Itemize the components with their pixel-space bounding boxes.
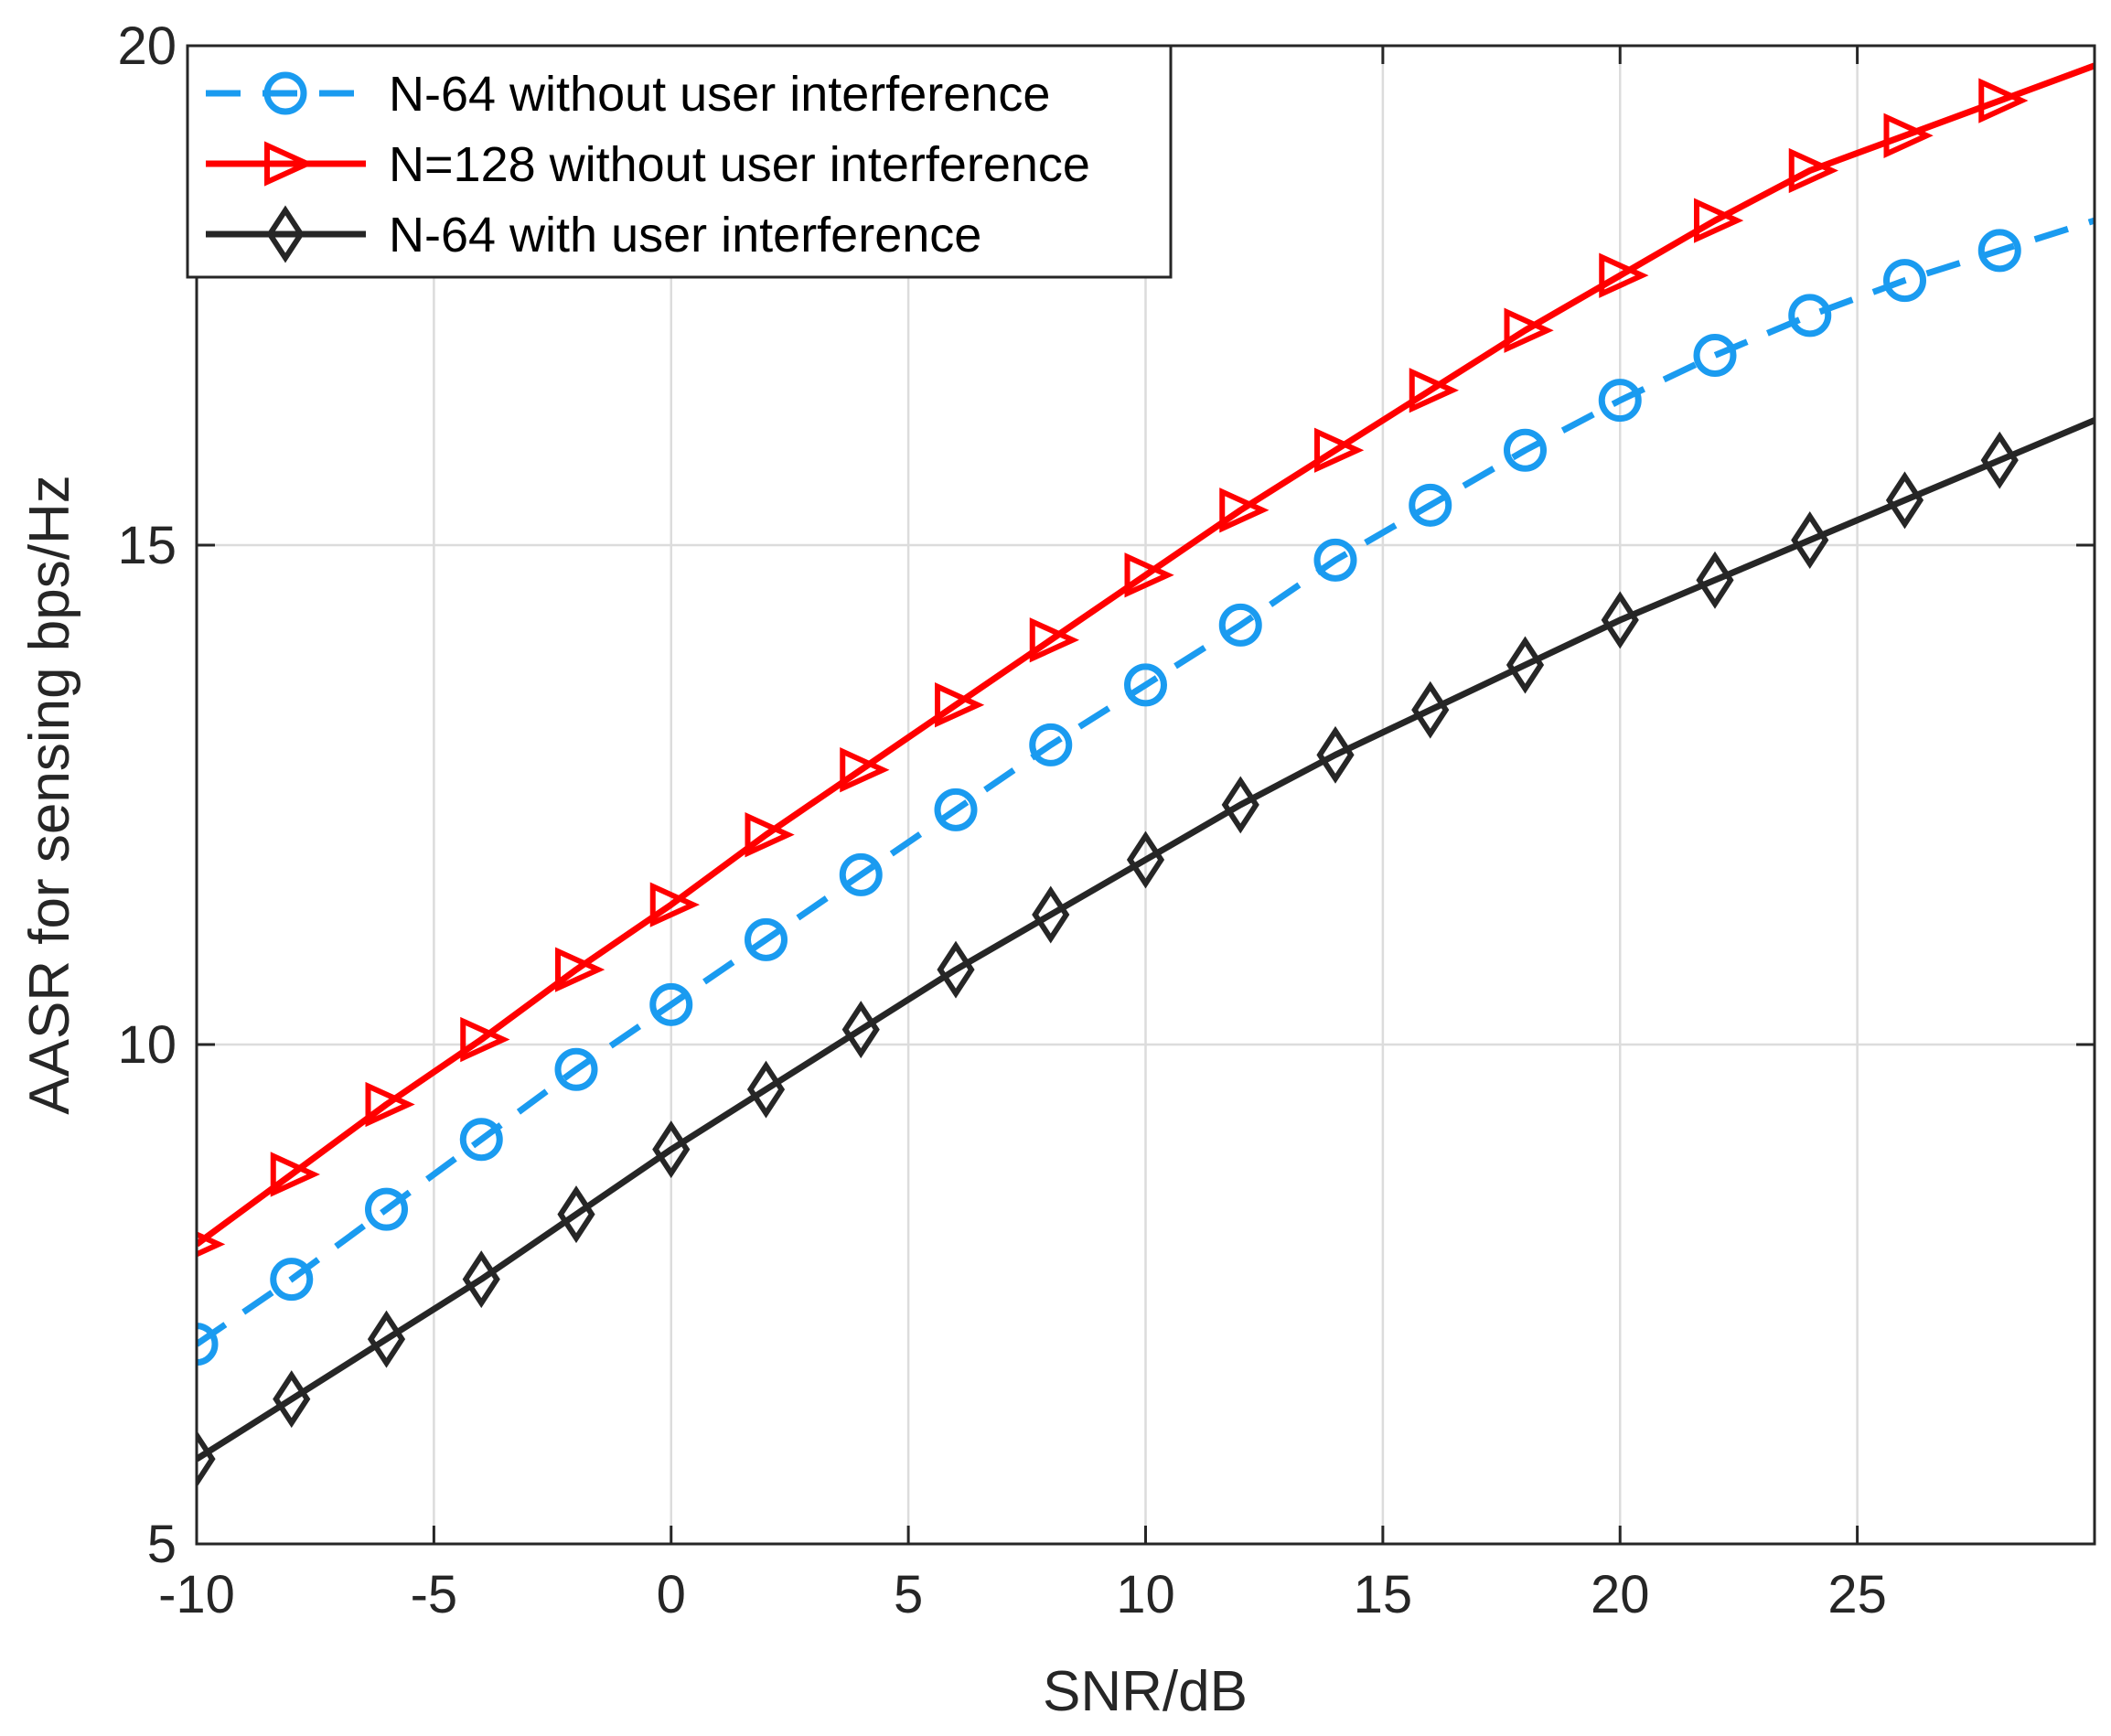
data-point [1601,591,1639,649]
data-point [270,1152,320,1197]
x-tick-label: 15 [1354,1565,1413,1624]
x-tick-label: -5 [411,1565,458,1624]
data-point [934,788,978,831]
data-point [554,1047,598,1091]
y-axis-label: AASR for sensing bps/Hz [18,475,81,1115]
data-point [1221,776,1259,834]
y-tick-label: 20 [117,16,177,76]
data-point [1504,428,1547,472]
data-point [649,982,693,1026]
series-0 [197,217,2095,1366]
data-point [460,1016,510,1063]
data-point [745,917,788,961]
data-point [1126,830,1165,889]
data-point [555,947,605,992]
data-point [841,1001,880,1059]
data-point [273,1370,311,1429]
data-point [1885,471,1924,530]
data-point [745,812,795,858]
data-point [1314,427,1365,473]
data-point [1788,294,1832,338]
legend-entry-1: N=128 without user interference [206,137,1090,192]
data-point [1598,379,1642,423]
data-point [1506,636,1545,694]
x-tick-label: 20 [1591,1565,1650,1624]
x-tick-label: -10 [158,1565,235,1624]
data-point [1219,488,1270,533]
data-point [649,882,700,927]
series-line [197,217,2095,1347]
data-point [1032,885,1070,944]
legend-swatch-marker [264,141,315,187]
x-tick-label: 5 [894,1565,923,1624]
data-point [1693,334,1737,378]
data-point [1409,483,1452,527]
data-point [462,1250,500,1309]
series-1 [197,62,2095,1258]
series-2 [197,417,2095,1488]
data-point [840,747,890,793]
data-point [1977,229,2021,273]
data-point [1696,551,1734,609]
legend-entry-0: N-64 without user interference [206,67,1050,122]
data-point [1029,617,1079,663]
data-point [197,1323,219,1366]
series-line [197,417,2095,1463]
data-point [1694,198,1744,243]
y-tick-label: 5 [147,1515,177,1574]
data-point [1980,431,2019,489]
data-point [367,1310,406,1368]
data-point [937,940,975,999]
data-point [1409,368,1459,413]
data-point [1788,147,1838,194]
y-tick-label: 10 [117,1015,177,1075]
data-point [746,1060,786,1119]
data-point [459,1118,503,1162]
data-point [1504,307,1554,353]
x-axis-label: SNR/dB [1043,1660,1248,1723]
legend-label: N-64 with user interference [389,208,981,263]
series-line [197,62,2095,1248]
data-point [1124,663,1167,707]
data-point [1411,680,1450,739]
x-tick-label: 25 [1827,1565,1887,1624]
data-point [1791,511,1829,570]
tick-labels: -10 -5 0 5 10 15 20 25 5 10 15 20 [117,16,1886,1624]
legend-entry-2: N-64 with user interference [206,205,981,263]
legend: N-64 without user interference N=128 with… [186,44,1173,279]
data-point [1883,113,1934,158]
data-point [935,682,985,728]
y-tick-label: 15 [117,516,177,575]
data-point [1029,723,1073,766]
data-point [365,1081,415,1128]
data-point [1124,552,1174,598]
data-point [1978,78,2029,123]
data-point [1883,259,1926,303]
data-point [557,1185,595,1244]
data-point [652,1120,691,1179]
data-point [270,1258,314,1302]
legend-label: N=128 without user interference [389,137,1090,192]
x-tick-label: 10 [1116,1565,1175,1624]
legend-swatch-marker [263,71,307,115]
data-point [197,1231,226,1258]
data-point [1599,252,1649,298]
data-point [1313,538,1357,582]
data-point [839,852,883,896]
legend-swatch-marker [266,205,305,263]
data-point [1218,603,1262,647]
data-point [365,1187,408,1231]
x-tick-label: 0 [657,1565,686,1624]
series-layer [197,62,2095,1488]
legend-label: N-64 without user interference [389,67,1050,122]
data-point [197,1430,216,1488]
data-point [1316,725,1355,784]
